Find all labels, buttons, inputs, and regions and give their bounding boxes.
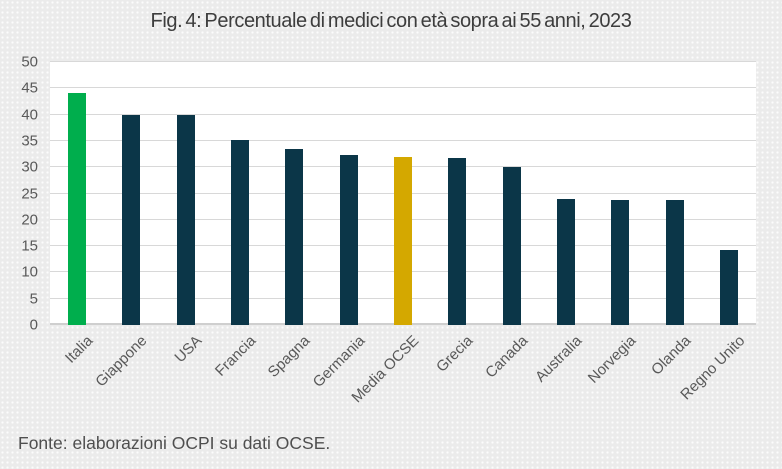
bar-australia [556, 198, 575, 325]
bar-slot-francia [213, 62, 267, 325]
y-tick-label-45: 45 [21, 79, 38, 97]
y-tick-label-40: 40 [21, 106, 38, 124]
bar-slot-spagna [267, 62, 321, 325]
bar-slot-australia [539, 62, 593, 325]
bar-slot-giappone [104, 62, 158, 325]
gridline-y-40 [50, 113, 756, 115]
bar-germania [339, 154, 358, 325]
bar-spagna [285, 149, 304, 325]
x-axis: Italia Giappone USA Francia Spagna Germania Me… [50, 325, 756, 435]
bar-italia [68, 92, 87, 325]
bar-giappone [122, 115, 141, 325]
y-tick-label-35: 35 [21, 132, 38, 150]
bar-slot-italia [50, 62, 104, 325]
gridline-y-35 [50, 139, 756, 141]
y-tick-label-20: 20 [21, 211, 38, 229]
bar-slot-canada [484, 62, 538, 325]
bar-chart-plot-area [50, 61, 756, 325]
bar-media-ocse [393, 157, 412, 325]
bar-olanda [665, 200, 684, 325]
gridline-y-45 [50, 87, 756, 89]
bar-regno-unito [719, 249, 738, 325]
y-axis: 0 5 10 15 20 25 30 35 40 45 50 [0, 55, 38, 333]
bar-norvegia [611, 200, 630, 325]
y-tick-label-0: 0 [29, 316, 38, 334]
bar-slot-germania [322, 62, 376, 325]
gridline-y-50 [50, 61, 756, 62]
bar-slot-grecia [430, 62, 484, 325]
bar-slot-regno-unito [702, 62, 756, 325]
y-tick-label-15: 15 [21, 237, 38, 255]
bar-slot-olanda [647, 62, 701, 325]
y-tick-label-25: 25 [21, 185, 38, 202]
bar-canada [502, 167, 521, 325]
bar-slot-norvegia [593, 62, 647, 325]
bar-slot-usa [159, 62, 213, 325]
chart-title: Fig. 4: Percentuale di medici con età so… [150, 10, 632, 32]
bar-francia [231, 140, 250, 325]
bar-grecia [448, 157, 467, 325]
y-tick-label-10: 10 [21, 263, 38, 281]
y-tick-label-30: 30 [21, 158, 38, 176]
y-tick-label-50: 50 [21, 53, 38, 71]
y-tick-label-5: 5 [29, 290, 38, 308]
bar-slot-media-ocse [376, 62, 430, 325]
bar-usa [176, 115, 195, 325]
source-note: Fonte: elaborazioni OCPI su dati OCSE. [18, 433, 331, 453]
